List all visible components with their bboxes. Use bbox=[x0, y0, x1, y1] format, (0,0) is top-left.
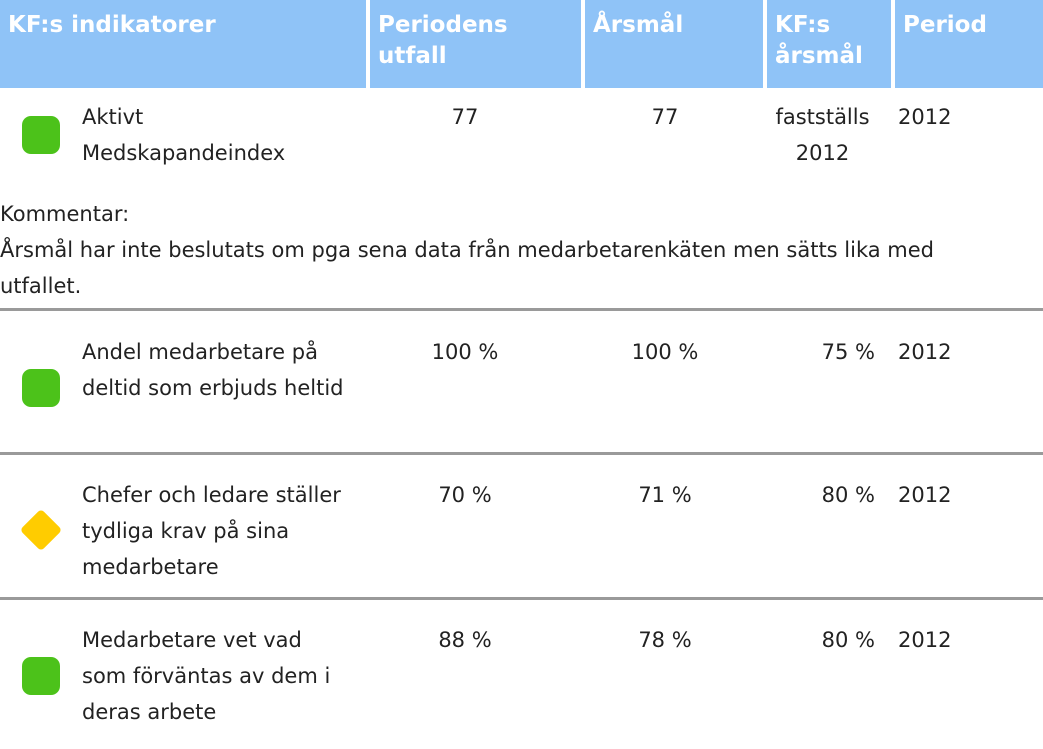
period: 2012 bbox=[898, 483, 952, 507]
value: 75 % bbox=[821, 340, 875, 364]
value: 78 % bbox=[638, 628, 692, 652]
status-diamond bbox=[19, 508, 63, 552]
value: 100 % bbox=[431, 340, 499, 364]
comment-label: Kommentar: bbox=[0, 202, 130, 226]
status-square bbox=[22, 657, 60, 695]
header-cell: Period bbox=[895, 0, 1043, 88]
row-divider bbox=[0, 308, 1043, 311]
value: 80 % bbox=[821, 483, 875, 507]
period: 2012 bbox=[898, 628, 952, 652]
period: 2012 bbox=[898, 340, 952, 364]
comment: Årsmål har inte beslutats om pga sena da… bbox=[0, 238, 935, 298]
row-divider bbox=[0, 597, 1043, 600]
status-square bbox=[22, 116, 60, 154]
indicator-name: Medarbetare vet vad som förväntas av dem… bbox=[82, 628, 331, 724]
period: 2012 bbox=[898, 105, 952, 129]
value: 77 bbox=[651, 105, 679, 129]
value: 70 % bbox=[438, 483, 492, 507]
header-cell: Periodens utfall bbox=[370, 0, 581, 88]
indicator-name: Andel medarbetare på deltid som erbjuds … bbox=[82, 340, 344, 400]
value: 100 % bbox=[631, 340, 699, 364]
value: 80 % bbox=[821, 628, 875, 652]
value: 71 % bbox=[638, 483, 692, 507]
header-cell: Årsmål bbox=[585, 0, 763, 88]
value: 77 bbox=[451, 105, 479, 129]
value: fastställs 2012 bbox=[775, 105, 870, 165]
indicator-name: Aktivt Medskapandeindex bbox=[82, 105, 286, 165]
header-cell: KF:s indikatorer bbox=[0, 0, 366, 88]
value: 88 % bbox=[438, 628, 492, 652]
indicator-name: Chefer och ledare ställer tydliga krav p… bbox=[82, 483, 341, 579]
row-divider bbox=[0, 452, 1043, 455]
status-square bbox=[22, 369, 60, 407]
header-cell: KF:s årsmål bbox=[767, 0, 891, 88]
